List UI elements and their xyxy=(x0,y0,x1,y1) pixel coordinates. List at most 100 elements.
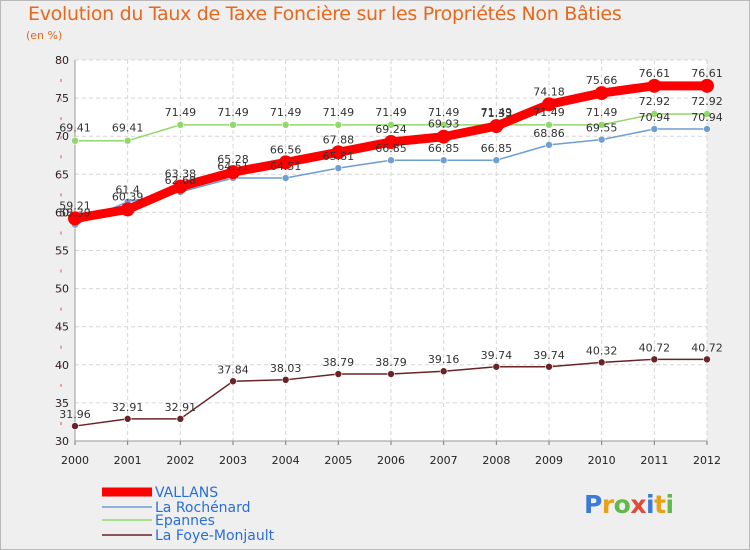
data-point-la-rochenard xyxy=(439,156,448,165)
x-tick-label: 2011 xyxy=(640,454,668,467)
data-point-epannes xyxy=(229,121,237,129)
data-label-la-rochenard: 61.4 xyxy=(115,184,140,197)
x-tick-label: 2009 xyxy=(535,454,563,467)
data-point-vallans xyxy=(542,97,556,112)
data-label-la-rochenard: 58.39 xyxy=(59,207,91,220)
data-label-la-rochenard: 65.81 xyxy=(323,150,355,163)
data-point-vallans xyxy=(331,145,346,160)
data-point-vallans xyxy=(278,155,293,170)
data-label-la-rochenard: 68.86 xyxy=(533,127,565,140)
data-point-la-foye-monjault xyxy=(439,367,448,376)
logo-letter: r xyxy=(601,490,614,519)
data-point-la-foye-monjault xyxy=(281,376,290,384)
data-label-epannes: 71.49 xyxy=(375,106,407,119)
data-label-la-rochenard: 66.85 xyxy=(481,142,513,155)
data-point-la-foye-monjault xyxy=(492,362,501,371)
data-label-la-foye-monjault: 38.03 xyxy=(270,362,302,375)
data-label-vallans: 71.33 xyxy=(481,107,513,120)
data-label-epannes: 71.49 xyxy=(586,106,618,119)
data-point-vallans xyxy=(68,211,82,226)
data-label-la-foye-monjault: 32.91 xyxy=(112,401,144,414)
data-label-vallans: 67.88 xyxy=(323,133,355,146)
legend-label-epannes: Epannes xyxy=(155,513,215,529)
data-label-la-foye-monjault: 31.96 xyxy=(59,408,91,421)
data-point-epannes xyxy=(334,121,343,129)
legend-label-la-foye-monjault: La Foye-Monjault xyxy=(155,528,275,544)
data-label-la-foye-monjault: 38.79 xyxy=(375,356,407,369)
data-label-la-foye-monjault: 40.72 xyxy=(691,341,723,354)
data-label-vallans: 74.18 xyxy=(533,85,565,98)
data-label-epannes: 71.49 xyxy=(165,106,197,119)
data-point-la-foye-monjault xyxy=(703,355,711,364)
data-label-vallans: 63.38 xyxy=(165,168,197,181)
series-vallans xyxy=(68,78,714,226)
proxiti-logo: Proxiti xyxy=(584,490,674,519)
data-label-epannes: 71.49 xyxy=(481,106,513,119)
logo-letter: i xyxy=(665,490,675,519)
x-tick-label: 2012 xyxy=(693,454,721,467)
data-point-la-rochenard xyxy=(597,135,606,144)
y-tick-label: 75 xyxy=(55,92,69,105)
y-tick-label: 65 xyxy=(55,168,69,181)
data-point-la-foye-monjault xyxy=(123,415,132,423)
data-label-la-rochenard: 64.51 xyxy=(217,160,249,173)
data-point-epannes xyxy=(703,110,711,118)
data-label-vallans: 66.56 xyxy=(270,143,302,156)
y-tick-label: 30 xyxy=(55,435,69,448)
series-la-foye-monjault xyxy=(71,355,711,430)
y-tick-label: 35 xyxy=(55,397,69,410)
data-label-vallans: 76.61 xyxy=(691,67,723,80)
data-label-la-rochenard: 70.94 xyxy=(639,111,671,124)
data-label-la-foye-monjault: 40.32 xyxy=(586,344,618,357)
data-label-la-foye-monjault: 37.84 xyxy=(217,363,249,376)
data-point-vallans xyxy=(489,119,504,134)
data-point-la-rochenard xyxy=(703,125,711,133)
data-point-epannes xyxy=(387,121,395,129)
x-tick-label: 2008 xyxy=(482,454,510,467)
x-tick-label: 2000 xyxy=(61,454,89,467)
data-point-la-rochenard xyxy=(387,156,395,165)
data-label-la-rochenard: 69.55 xyxy=(586,122,618,135)
data-point-vallans xyxy=(647,78,662,93)
y-tick-label: 50 xyxy=(55,283,69,296)
data-label-epannes: 71.49 xyxy=(323,106,355,119)
data-point-vallans xyxy=(436,129,451,144)
data-point-epannes xyxy=(176,121,185,129)
data-point-la-foye-monjault xyxy=(650,355,659,364)
data-point-la-foye-monjault xyxy=(387,370,395,378)
data-label-epannes: 71.49 xyxy=(428,106,460,119)
data-label-vallans: 69.93 xyxy=(428,118,460,131)
logo-letter: P xyxy=(584,490,602,519)
data-point-la-foye-monjault xyxy=(545,362,553,371)
data-label-vallans: 60.39 xyxy=(112,190,144,203)
logo-letter: o xyxy=(613,490,631,519)
data-point-vallans xyxy=(173,179,188,194)
y-tick-label: 70 xyxy=(55,130,69,143)
data-label-vallans: 76.61 xyxy=(639,67,671,80)
chart-title: Evolution du Taux de Taxe Foncière sur l… xyxy=(28,3,622,25)
y-tick-label: 60 xyxy=(55,206,69,219)
x-tick-label: 2001 xyxy=(114,454,142,467)
data-point-vallans xyxy=(226,165,240,180)
data-point-vallans xyxy=(384,134,398,149)
legend-label-vallans: VALLANS xyxy=(155,485,218,501)
logo-letter: x xyxy=(630,490,646,519)
data-point-epannes xyxy=(71,136,79,145)
data-label-vallans: 65.28 xyxy=(217,153,249,166)
data-label-la-rochenard: 62.68 xyxy=(165,174,197,187)
logo-letter: t xyxy=(654,490,666,519)
data-point-epannes xyxy=(650,110,659,118)
data-label-la-foye-monjault: 39.74 xyxy=(481,349,513,362)
data-label-la-rochenard: 70.94 xyxy=(691,111,723,124)
data-point-epannes xyxy=(123,136,132,145)
y-tick-label: 80 xyxy=(55,54,69,67)
x-tick-label: 2010 xyxy=(588,454,616,467)
data-point-la-rochenard xyxy=(334,164,343,172)
data-label-la-foye-monjault: 39.74 xyxy=(533,349,565,362)
data-point-vallans xyxy=(700,78,714,93)
data-point-epannes xyxy=(597,121,606,129)
data-label-epannes: 71.49 xyxy=(270,106,302,119)
data-point-la-foye-monjault xyxy=(229,377,237,386)
x-tick-label: 2007 xyxy=(430,454,458,467)
data-label-la-foye-monjault: 39.16 xyxy=(428,353,460,366)
